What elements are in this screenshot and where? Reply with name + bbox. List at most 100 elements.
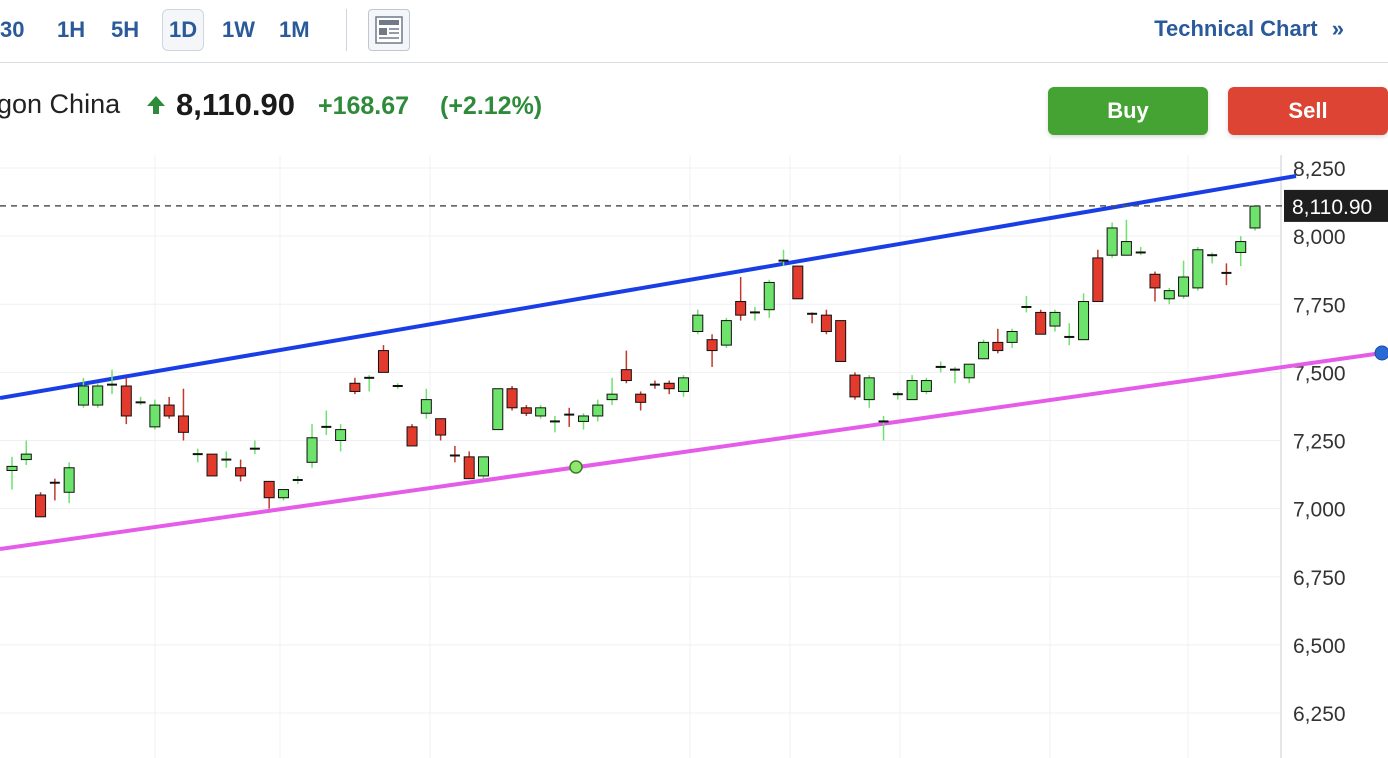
candle[interactable]: [807, 312, 818, 324]
candle[interactable]: [120, 377, 132, 425]
candle[interactable]: [335, 424, 347, 452]
candle[interactable]: [692, 309, 704, 335]
timeframe-5h[interactable]: 5H: [111, 17, 140, 42]
candle[interactable]: [1035, 309, 1047, 335]
candle[interactable]: [1021, 296, 1032, 313]
lower-trendline[interactable]: [0, 351, 1383, 551]
candle[interactable]: [735, 277, 747, 321]
trendline-end-handle[interactable]: [1374, 345, 1388, 361]
candle[interactable]: [35, 492, 47, 518]
technical-chart-link[interactable]: Technical Chart »: [1154, 16, 1344, 42]
candle[interactable]: [49, 478, 60, 501]
candle[interactable]: [635, 391, 647, 411]
candle[interactable]: [477, 456, 489, 479]
candle[interactable]: [406, 424, 418, 447]
candle[interactable]: [506, 386, 518, 411]
candle[interactable]: [849, 372, 861, 400]
candle[interactable]: [306, 424, 318, 468]
candle[interactable]: [364, 375, 375, 392]
candle[interactable]: [277, 489, 289, 501]
candle[interactable]: [1106, 222, 1118, 258]
candle[interactable]: [1163, 287, 1175, 305]
candle[interactable]: [992, 328, 1004, 354]
candle[interactable]: [835, 320, 847, 362]
candle[interactable]: [163, 396, 175, 419]
trendline-handle[interactable]: [569, 460, 583, 474]
candle[interactable]: [1249, 205, 1261, 231]
candle[interactable]: [492, 388, 504, 431]
candle[interactable]: [1092, 249, 1104, 303]
candle[interactable]: [535, 405, 547, 419]
timeframe-1w[interactable]: 1W: [222, 17, 255, 42]
candle[interactable]: [1149, 271, 1161, 302]
candle[interactable]: [249, 440, 260, 455]
candle[interactable]: [1120, 219, 1132, 256]
upper-trendline[interactable]: [0, 174, 1297, 400]
candle[interactable]: [192, 448, 203, 463]
candle[interactable]: [292, 475, 303, 485]
candle[interactable]: [1221, 263, 1232, 286]
candle[interactable]: [820, 309, 832, 335]
candle[interactable]: [1049, 309, 1061, 332]
candle[interactable]: [649, 380, 660, 389]
candle[interactable]: [920, 377, 932, 395]
candle[interactable]: [149, 399, 161, 430]
candle[interactable]: [435, 418, 447, 441]
candle[interactable]: [77, 377, 89, 408]
candle[interactable]: [949, 366, 960, 384]
candle[interactable]: [321, 410, 332, 436]
candle[interactable]: [520, 405, 532, 416]
candle[interactable]: [392, 383, 403, 389]
candle[interactable]: [1207, 252, 1218, 264]
candle[interactable]: [1078, 293, 1090, 341]
candle[interactable]: [663, 380, 675, 395]
candle[interactable]: [592, 399, 604, 422]
candle[interactable]: [377, 345, 389, 373]
candle[interactable]: [878, 415, 889, 441]
candle[interactable]: [349, 377, 361, 395]
candle[interactable]: [107, 369, 118, 395]
candle[interactable]: [20, 440, 32, 466]
candle[interactable]: [606, 377, 618, 406]
candle[interactable]: [1235, 236, 1247, 267]
candle[interactable]: [6, 456, 18, 490]
candle[interactable]: [135, 396, 146, 406]
candle[interactable]: [978, 339, 990, 360]
candle[interactable]: [1135, 247, 1146, 256]
candle[interactable]: [177, 388, 189, 441]
candle[interactable]: [420, 388, 432, 419]
candle[interactable]: [1178, 260, 1190, 299]
timeframe-30[interactable]: 30: [0, 17, 25, 42]
timeframe-1d[interactable]: 1D: [162, 9, 205, 51]
candle[interactable]: [763, 279, 775, 318]
candle[interactable]: [1006, 328, 1018, 348]
candle[interactable]: [263, 480, 275, 509]
candle[interactable]: [221, 451, 232, 468]
timeframe-1h[interactable]: 1H: [57, 17, 86, 42]
candle[interactable]: [449, 445, 460, 463]
candle[interactable]: [720, 317, 732, 348]
candle[interactable]: [63, 462, 75, 504]
candle[interactable]: [706, 334, 718, 367]
candle[interactable]: [463, 451, 475, 480]
candle[interactable]: [963, 363, 975, 384]
candle[interactable]: [564, 407, 575, 427]
candle[interactable]: [863, 375, 875, 408]
candle[interactable]: [235, 459, 247, 482]
candle[interactable]: [92, 383, 104, 408]
candle[interactable]: [778, 249, 789, 267]
candle[interactable]: [577, 413, 589, 430]
candle[interactable]: [678, 375, 690, 397]
candle[interactable]: [1192, 247, 1204, 291]
candle[interactable]: [549, 415, 560, 433]
candle[interactable]: [935, 361, 946, 373]
sell-button[interactable]: Sell: [1228, 87, 1388, 135]
candle[interactable]: [792, 265, 804, 300]
candle[interactable]: [906, 375, 918, 401]
news-icon[interactable]: [368, 9, 410, 51]
candle[interactable]: [749, 306, 760, 321]
candle[interactable]: [892, 391, 903, 400]
candle[interactable]: [1064, 323, 1075, 346]
candle[interactable]: [620, 350, 632, 384]
